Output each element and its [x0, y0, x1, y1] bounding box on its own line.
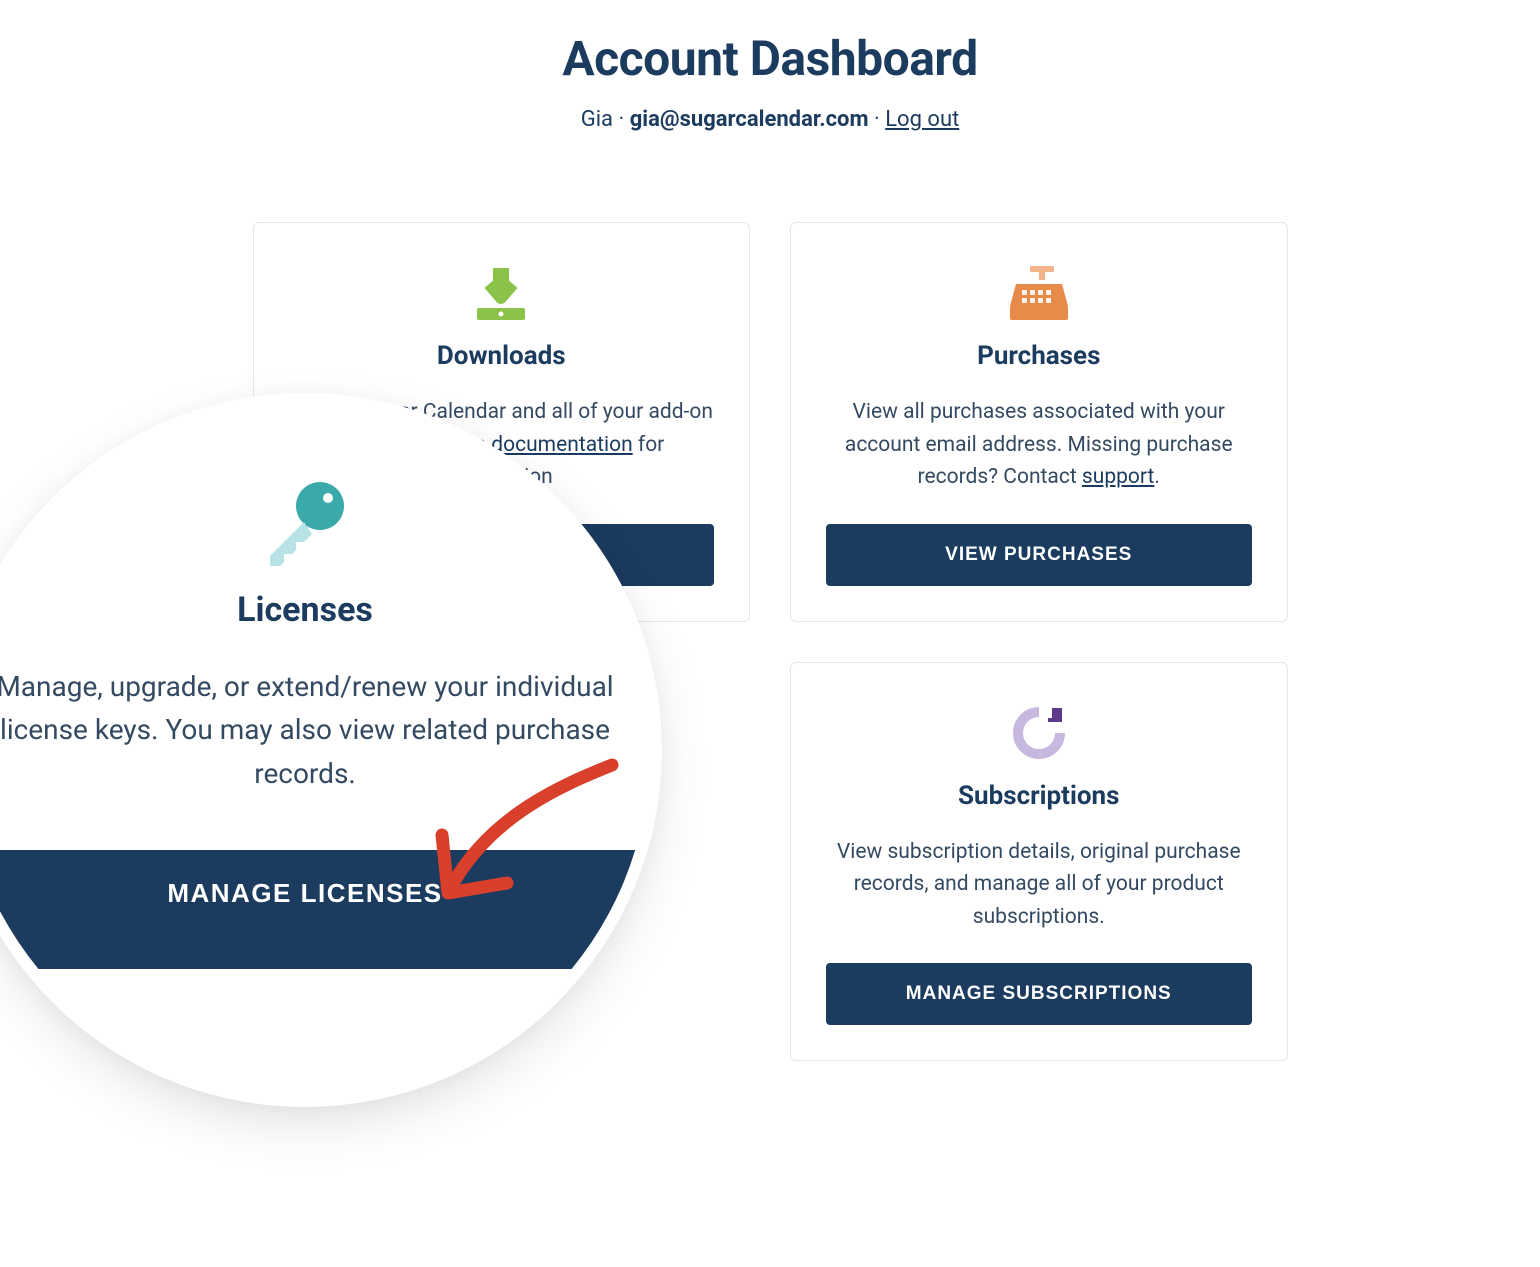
downloads-title: Downloads: [437, 341, 566, 371]
licenses-title: Licenses: [237, 590, 373, 630]
logout-link[interactable]: Log out: [885, 107, 959, 132]
manage-subscriptions-button[interactable]: MANAGE SUBSCRIPTIONS: [826, 963, 1252, 1025]
user-name: Gia: [581, 107, 613, 132]
download-icon: [471, 263, 531, 323]
subscriptions-description: View subscription details, original purc…: [826, 836, 1252, 934]
dashboard-header: Account Dashboard Gia · gia@sugarcalenda…: [0, 0, 1540, 132]
cash-register-icon: [1008, 263, 1070, 323]
user-info-line: Gia · gia@sugarcalendar.com · Log out: [0, 107, 1540, 132]
user-email: gia@sugarcalendar.com: [630, 107, 869, 132]
page-title: Account Dashboard: [0, 30, 1540, 87]
view-purchases-button[interactable]: VIEW PURCHASES: [826, 524, 1252, 586]
purchases-title: Purchases: [977, 341, 1100, 371]
purchases-description: View all purchases associated with your …: [826, 396, 1252, 494]
subscriptions-title: Subscriptions: [958, 781, 1119, 811]
purchases-card: Purchases View all purchases associated …: [790, 222, 1288, 622]
key-icon: [258, 480, 353, 570]
licenses-description: Manage, upgrade, or extend/renew your in…: [0, 665, 650, 795]
subscriptions-card: Subscriptions View subscription details,…: [790, 662, 1288, 1062]
refresh-icon: [1010, 703, 1068, 763]
documentation-link[interactable]: documentation: [491, 433, 632, 457]
manage-licenses-button[interactable]: MANAGE LICENSES: [0, 850, 650, 969]
support-link[interactable]: support: [1082, 465, 1154, 489]
